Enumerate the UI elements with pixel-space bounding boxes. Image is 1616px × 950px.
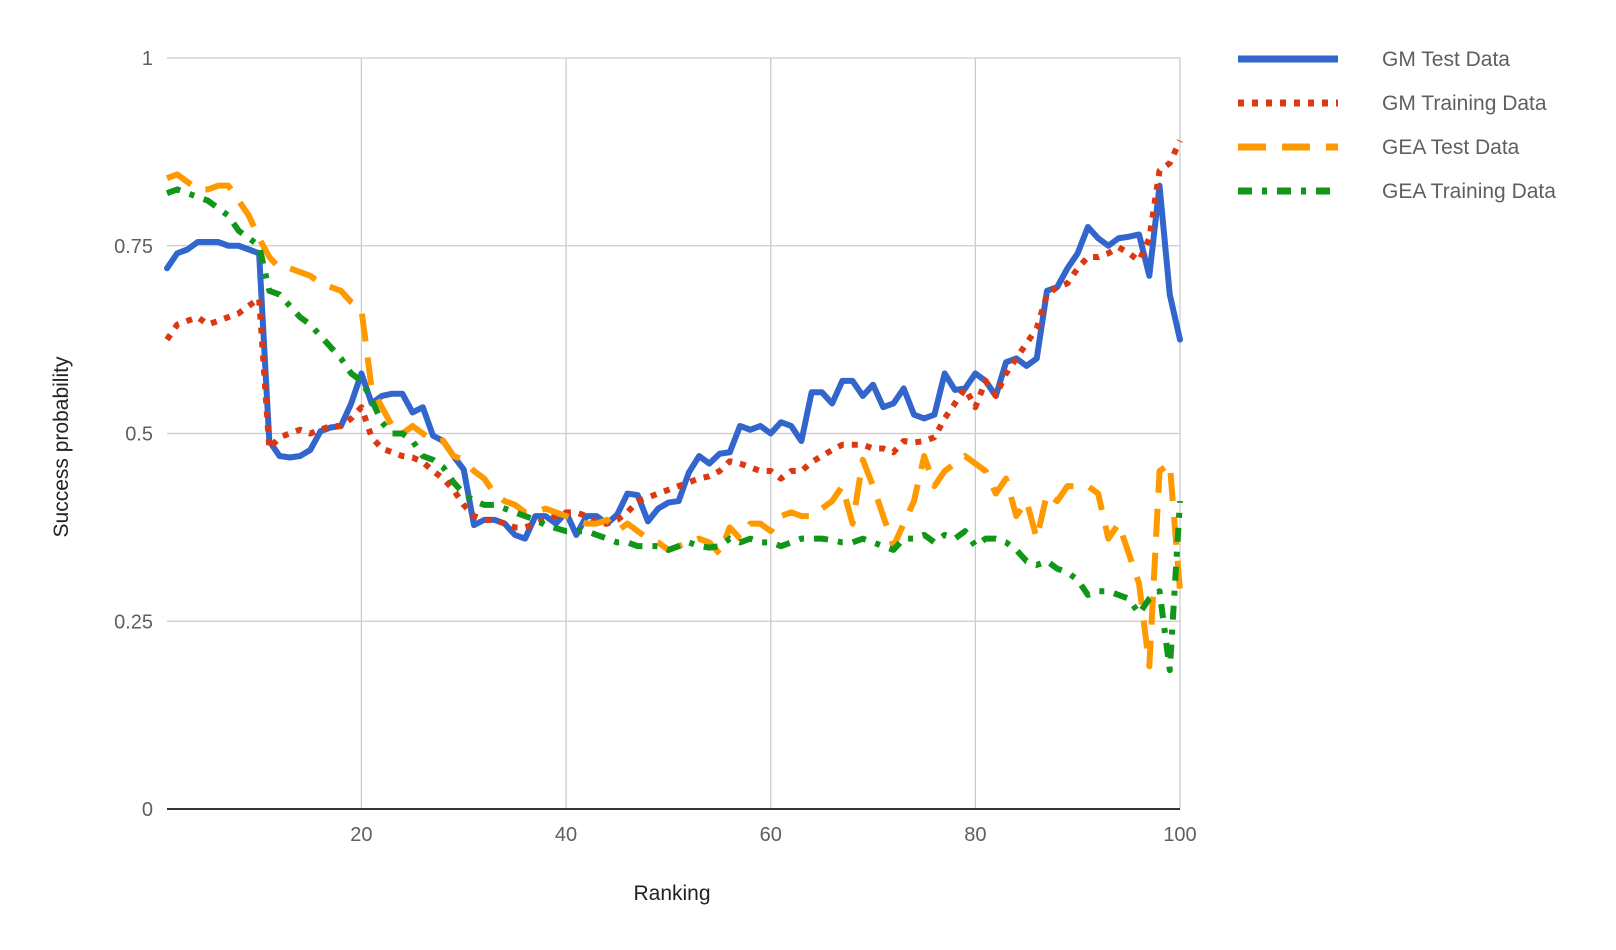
series-line-gm-test-data xyxy=(164,182,1183,542)
series-lines xyxy=(164,139,1183,674)
legend-label: GEA Test Data xyxy=(1382,136,1520,159)
axes: 0 0.25 0.5 0.75 1 20 40 60 80 100 xyxy=(114,48,1197,846)
x-axis-title: Ranking xyxy=(633,882,710,905)
series-line-gea-training-data xyxy=(165,186,1183,674)
legend-label: GM Training Data xyxy=(1382,92,1547,115)
legend-label: GM Test Data xyxy=(1382,48,1510,71)
x-tick-label: 80 xyxy=(964,824,986,846)
legend: GM Test Data GM Training Data GEA Test Dat… xyxy=(1238,48,1556,203)
y-tick-label: 0.25 xyxy=(114,611,153,633)
legend-label: GEA Training Data xyxy=(1382,180,1556,203)
series-line-gea-test-data xyxy=(165,171,1183,670)
y-tick-label: 0 xyxy=(142,799,153,821)
x-tick-label: 100 xyxy=(1163,824,1196,846)
y-tick-label: 0.5 xyxy=(125,424,153,446)
y-tick-label: 1 xyxy=(142,48,153,70)
series-line-gm-training-data xyxy=(164,139,1183,531)
x-tick-label: 40 xyxy=(555,824,577,846)
x-tick-label: 60 xyxy=(760,824,782,846)
y-axis-title: Success probability xyxy=(50,356,73,537)
x-tick-label: 20 xyxy=(350,824,372,846)
grid xyxy=(167,57,1181,809)
y-tick-label: 0.75 xyxy=(114,236,153,258)
